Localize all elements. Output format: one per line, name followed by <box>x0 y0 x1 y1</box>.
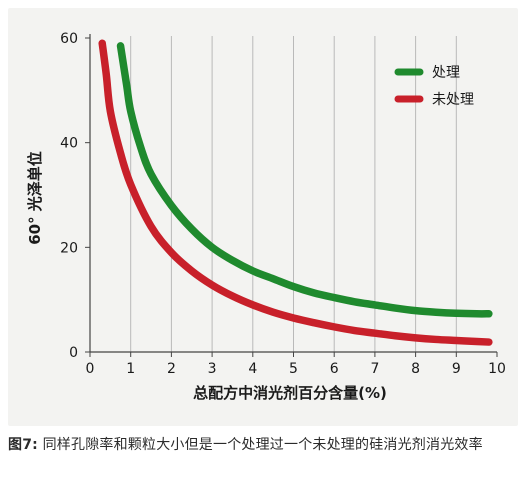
figure-caption: 图7: 同样孔隙率和颗粒大小但是一个处理过一个未处理的硅消光剂消光效率 <box>8 434 518 456</box>
x-tick-label-0: 0 <box>86 361 95 377</box>
x-tick-label-5: 5 <box>289 361 298 377</box>
y-tick-label-40: 40 <box>60 136 78 152</box>
x-tick-label-2: 2 <box>167 361 176 377</box>
y-tick-label-60: 60 <box>60 31 78 47</box>
chart-panel <box>8 8 518 426</box>
series-line-untreated <box>98 39 493 346</box>
y-tick-label-20: 20 <box>60 240 78 256</box>
x-axis-label: 总配方中消光剂百分含量(%) <box>193 384 387 402</box>
series-line-treated <box>116 42 493 318</box>
caption-label: 图7: <box>8 437 38 453</box>
grid-lines <box>130 36 457 352</box>
x-tick-label-1: 1 <box>126 361 135 377</box>
x-tick-label-8: 8 <box>411 361 420 377</box>
axes <box>85 34 498 357</box>
series-lines <box>98 39 493 346</box>
x-tick-label-10: 10 <box>488 361 506 377</box>
x-tick-label-7: 7 <box>370 361 379 377</box>
x-tick-label-3: 3 <box>208 361 217 377</box>
y-tick-label-0: 0 <box>69 345 78 361</box>
tick-labels: 0 1 2 3 4 5 6 7 8 9 10 0 20 40 60 <box>60 31 506 377</box>
y-axis-label: 60° 光泽单位 <box>26 151 44 245</box>
legend-label-untreated: 未处理 <box>432 92 474 108</box>
x-tick-label-9: 9 <box>452 361 461 377</box>
x-tick-label-6: 6 <box>330 361 339 377</box>
legend-label-treated: 处理 <box>432 65 460 81</box>
caption-text: 同样孔隙率和颗粒大小但是一个处理过一个未处理的硅消光剂消光效率 <box>37 437 483 453</box>
x-tick-label-4: 4 <box>248 361 257 377</box>
